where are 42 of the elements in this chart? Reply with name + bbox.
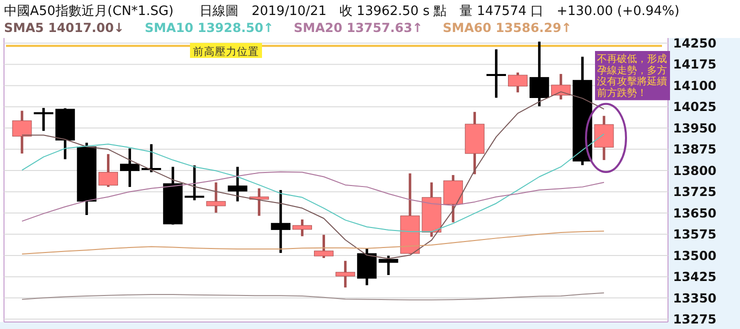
y-tick-label: 13800 (673, 162, 717, 178)
y-tick-label: 13275 (673, 312, 716, 327)
candlestick (530, 40, 550, 108)
y-tick-label: 14175 (673, 56, 716, 72)
text: SMA60 13586.29↑ (442, 20, 572, 35)
text: SMA20 13757.63↑ (294, 20, 423, 35)
y-tick-label: 13425 (673, 269, 716, 284)
candlestick (228, 166, 248, 203)
candlestick (206, 181, 226, 214)
line-series (22, 292, 604, 300)
candlestick (551, 72, 571, 101)
y-tick-label: 14100 (673, 78, 717, 93)
candlestick (98, 152, 118, 188)
candlestick (34, 106, 54, 132)
candlestick (378, 254, 398, 276)
y-tick-label: 13725 (673, 184, 716, 200)
y-tick-label: 13950 (673, 120, 717, 136)
text: SMA10 13928.50↑ (144, 20, 274, 35)
y-tick-label: 13575 (673, 226, 716, 242)
y-tick-label: 14025 (673, 99, 716, 114)
candlestick (336, 260, 356, 289)
candlestick (314, 234, 334, 260)
candlestick (443, 174, 463, 224)
y-tick-label: 13350 (673, 290, 717, 306)
text: SMA5 14017.00↓ (4, 20, 124, 35)
candlestick (486, 48, 506, 99)
candlestick (508, 71, 528, 94)
chart-title: 中國A50指數近月(CN*1.SG) 日線圖 2019/10/21 收 13962.50 s 點 量 147574 口 +130.00 (+0.94%) (4, 4, 680, 19)
y-tick-label: 13650 (673, 205, 717, 220)
y-tick-label: 13875 (673, 142, 716, 157)
line-series (22, 171, 604, 222)
annotation: 不再破低，形成孕線走勢，多方沒有攻擊將延續前方跌勢！ (597, 53, 667, 99)
candlestick (270, 188, 290, 254)
candlestick (120, 147, 140, 188)
y-tick-label: 13500 (673, 248, 717, 263)
ref-line-label: 前高壓力位置 (193, 44, 259, 58)
line-series (22, 230, 604, 255)
candlestick (12, 110, 32, 155)
candlestick (184, 164, 204, 202)
candlestick (292, 218, 312, 238)
y-tick-label: 14250 (673, 35, 717, 50)
candlestick (594, 114, 614, 162)
